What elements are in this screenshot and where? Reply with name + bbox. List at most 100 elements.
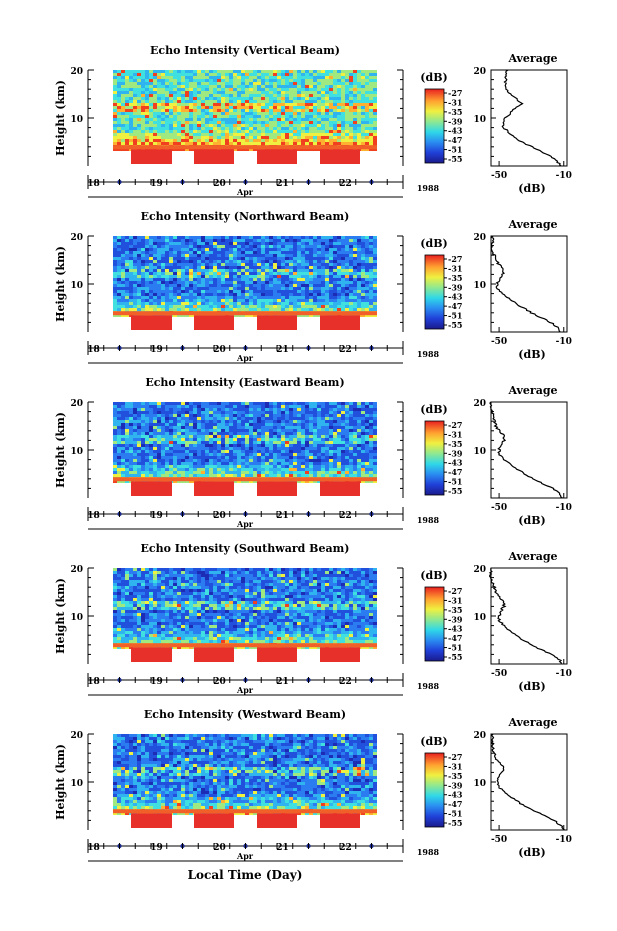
time-tick-label: 20: [213, 843, 226, 853]
time-tick-label: 21: [276, 677, 289, 687]
average-x-tick-label: -10: [556, 669, 572, 679]
colorbar-tick-label: -35: [448, 605, 462, 615]
colorbar-tick-label: -35: [448, 273, 462, 283]
average-frame: [490, 567, 568, 665]
y-tick-label: 10: [70, 779, 83, 789]
heatmap-image: [113, 236, 377, 330]
y-tick-label: 10: [70, 115, 83, 125]
month-label: Apr: [236, 851, 254, 861]
time-tick-label: 20: [213, 345, 226, 355]
time-tick-label: 19: [150, 843, 163, 853]
colorbar-tick-label: -39: [448, 614, 463, 624]
average-y-tick-label: 10: [473, 779, 486, 789]
y-axis-label: Height (km): [54, 412, 67, 488]
month-label: Apr: [236, 353, 254, 363]
heatmap-image: [113, 568, 377, 662]
colorbar-tick-label: -55: [448, 154, 462, 164]
time-tick-label: 20: [213, 511, 226, 521]
average-profile-line: [501, 69, 562, 167]
time-tick-label: 21: [276, 511, 289, 521]
average-x-tick-label: -10: [556, 503, 572, 513]
colorbar-tick-label: -47: [448, 135, 462, 145]
month-label: Apr: [236, 685, 254, 695]
colorbar-tick-label: -27: [448, 254, 462, 264]
y-tick-label: 10: [70, 613, 83, 623]
colorbar-tick-label: -39: [448, 282, 463, 292]
panel-3: Echo Intensity (Eastward Beam)1020Height…: [54, 376, 572, 530]
average-title: Average: [507, 218, 557, 231]
average-profile-line: [490, 235, 561, 333]
colorbar-unit: (dB): [420, 735, 447, 748]
average-x-tick-label: -50: [491, 503, 507, 513]
average-x-tick-label: -10: [556, 171, 572, 181]
time-tick-label: 18: [87, 677, 100, 687]
average-x-tick-label: -50: [491, 669, 507, 679]
colorbar-tick-label: -31: [448, 761, 462, 771]
average-y-tick-label: 20: [473, 731, 486, 741]
average-profile-line: [489, 401, 563, 499]
y-tick-label: 20: [70, 233, 83, 243]
colorbar-tick-label: -51: [448, 809, 462, 819]
colorbar-tick-label: -55: [448, 652, 462, 662]
average-x-tick-label: -10: [556, 337, 572, 347]
time-tick-label: 19: [150, 511, 163, 521]
colorbar-tick-label: -31: [448, 429, 462, 439]
colorbar-tick-label: -47: [448, 301, 462, 311]
average-profile-line: [490, 733, 565, 831]
time-tick-label: 22: [339, 179, 352, 189]
time-tick-label: 21: [276, 843, 289, 853]
time-tick-label: 22: [339, 511, 352, 521]
colorbar-tick-label: -27: [448, 420, 462, 430]
x-axis-label: Local Time (Day): [188, 868, 303, 882]
colorbar-tick-label: -43: [448, 126, 463, 136]
month-label: Apr: [236, 187, 254, 197]
average-y-tick-label: 20: [473, 233, 486, 243]
colorbar-unit: (dB): [420, 569, 447, 582]
colorbar-tick-label: -51: [448, 643, 462, 653]
average-y-tick-label: 20: [473, 565, 486, 575]
average-frame: [490, 69, 568, 167]
y-axis-label: Height (km): [54, 744, 67, 820]
y-tick-label: 20: [70, 67, 83, 77]
time-tick-label: 18: [87, 345, 100, 355]
colorbar-unit: (dB): [420, 71, 447, 84]
time-tick-label: 20: [213, 677, 226, 687]
time-tick-label: 22: [339, 677, 352, 687]
colorbar-tick-label: -51: [448, 145, 462, 155]
colorbar-tick-label: -39: [448, 448, 463, 458]
average-profile-line: [488, 567, 563, 664]
colorbar-tick-label: -31: [448, 97, 462, 107]
colorbar-tick-label: -35: [448, 107, 462, 117]
colorbar-tick-label: -47: [448, 799, 462, 809]
average-x-tick-label: -50: [491, 171, 507, 181]
colorbar-tick-label: -43: [448, 624, 463, 634]
colorbar: [424, 586, 445, 662]
average-x-tick-label: -50: [491, 337, 507, 347]
colorbar-tick-label: -27: [448, 752, 462, 762]
year-label: 1988: [417, 681, 440, 691]
average-x-tick-label: -10: [556, 835, 572, 845]
average-title: Average: [507, 550, 557, 563]
time-tick-label: 22: [339, 345, 352, 355]
colorbar-tick-label: -27: [448, 88, 462, 98]
colorbar-tick-label: -27: [448, 586, 462, 596]
colorbar-tick-label: -51: [448, 311, 462, 321]
colorbar-tick-label: -31: [448, 595, 462, 605]
panel-title: Echo Intensity (Northward Beam): [141, 210, 350, 223]
average-y-tick-label: 10: [473, 115, 486, 125]
average-x-label: (dB): [518, 348, 545, 361]
panel-2: Echo Intensity (Northward Beam)1020Heigh…: [54, 210, 572, 364]
y-axis-label: Height (km): [54, 246, 67, 322]
average-frame: [490, 235, 568, 333]
time-tick-label: 21: [276, 345, 289, 355]
average-title: Average: [507, 716, 557, 729]
colorbar-tick-label: -39: [448, 116, 463, 126]
colorbar: [424, 420, 445, 496]
time-tick-label: 20: [213, 179, 226, 189]
panel-title: Echo Intensity (Vertical Beam): [150, 44, 340, 57]
time-tick-label: 18: [87, 511, 100, 521]
colorbar-tick-label: -35: [448, 771, 462, 781]
y-tick-label: 10: [70, 447, 83, 457]
heatmap-image: [113, 70, 377, 164]
colorbar-tick-label: -43: [448, 458, 463, 468]
